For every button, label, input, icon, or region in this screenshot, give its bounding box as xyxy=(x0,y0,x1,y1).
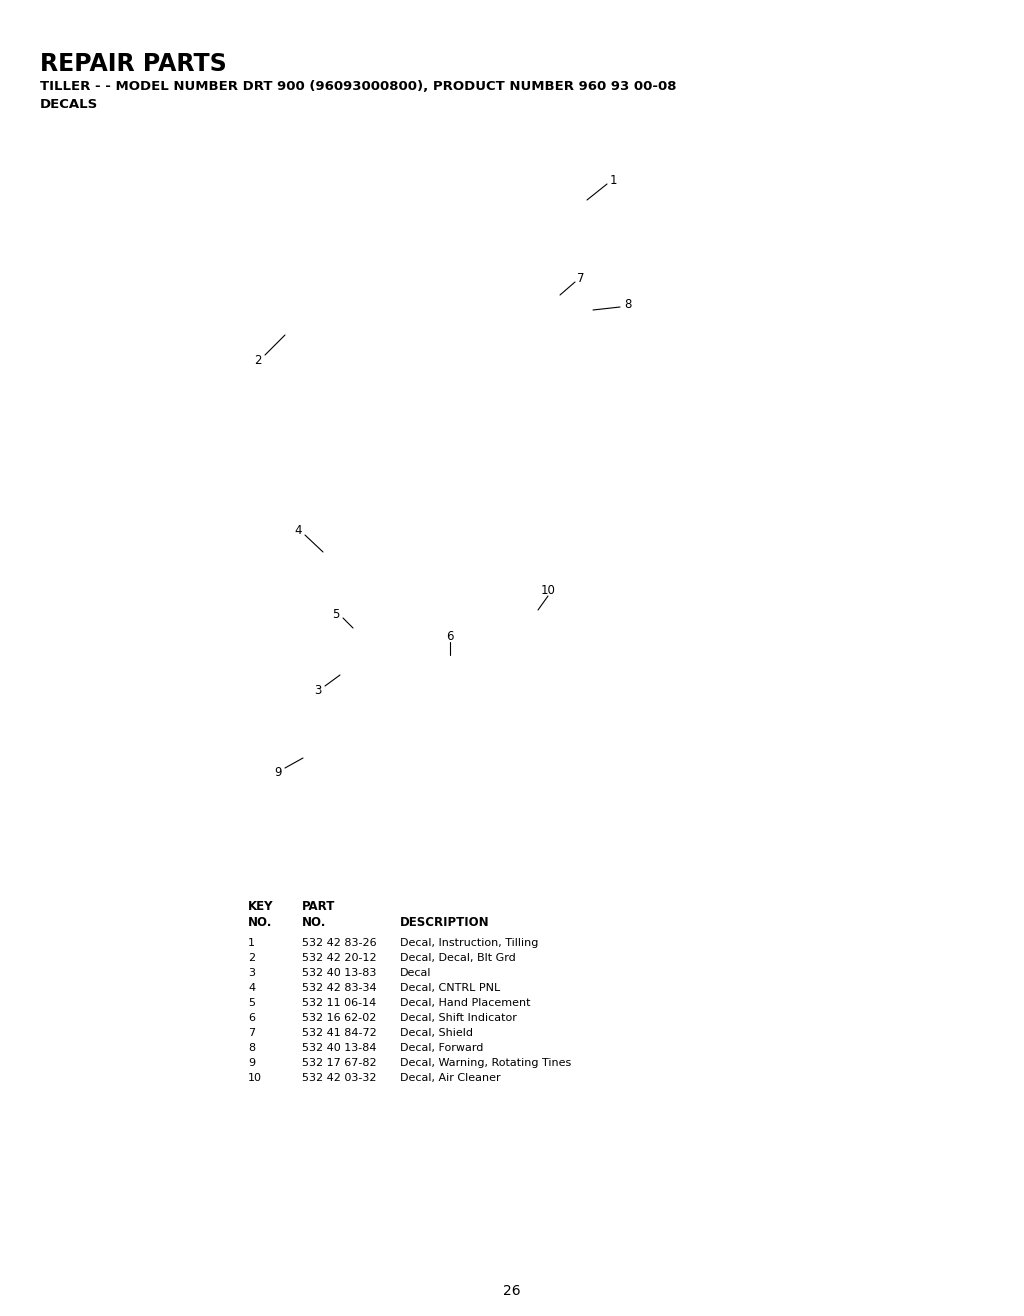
Text: Decal: Decal xyxy=(400,969,431,978)
Text: 6: 6 xyxy=(446,630,454,644)
Text: 5: 5 xyxy=(248,998,255,1008)
Text: Decal, Air Cleaner: Decal, Air Cleaner xyxy=(400,1073,501,1083)
Text: 532 42 20-12: 532 42 20-12 xyxy=(302,953,377,963)
Text: 9: 9 xyxy=(248,1058,255,1069)
Text: 7: 7 xyxy=(248,1028,255,1038)
Text: 532 42 83-34: 532 42 83-34 xyxy=(302,983,377,994)
Text: 4: 4 xyxy=(294,525,302,537)
Text: 7: 7 xyxy=(578,271,585,284)
Text: 532 40 13-84: 532 40 13-84 xyxy=(302,1044,377,1053)
Text: 532 16 62-02: 532 16 62-02 xyxy=(302,1013,377,1023)
Text: 9: 9 xyxy=(274,766,282,779)
Text: Decal, Warning, Rotating Tines: Decal, Warning, Rotating Tines xyxy=(400,1058,571,1069)
Text: Decal, Forward: Decal, Forward xyxy=(400,1044,483,1053)
Text: 532 41 84-72: 532 41 84-72 xyxy=(302,1028,377,1038)
Text: 532 42 03-32: 532 42 03-32 xyxy=(302,1073,377,1083)
Text: Decal, Shift Indicator: Decal, Shift Indicator xyxy=(400,1013,517,1023)
Text: Decal, Hand Placement: Decal, Hand Placement xyxy=(400,998,530,1008)
Text: 8: 8 xyxy=(625,299,632,312)
Text: 10: 10 xyxy=(248,1073,262,1083)
Text: 10: 10 xyxy=(541,583,555,596)
Text: REPAIR PARTS: REPAIR PARTS xyxy=(40,53,226,76)
Text: 6: 6 xyxy=(248,1013,255,1023)
Text: NO.: NO. xyxy=(248,916,272,929)
Text: 532 11 06-14: 532 11 06-14 xyxy=(302,998,376,1008)
Text: PART: PART xyxy=(302,900,336,913)
Text: DESCRIPTION: DESCRIPTION xyxy=(400,916,489,929)
Text: 532 42 83-26: 532 42 83-26 xyxy=(302,938,377,948)
Text: Decal, CNTRL PNL: Decal, CNTRL PNL xyxy=(400,983,501,994)
Text: Decal, Decal, Blt Grd: Decal, Decal, Blt Grd xyxy=(400,953,516,963)
Text: 26: 26 xyxy=(503,1284,521,1298)
Text: NO.: NO. xyxy=(302,916,327,929)
Text: 1: 1 xyxy=(248,938,255,948)
Text: 532 40 13-83: 532 40 13-83 xyxy=(302,969,377,978)
Text: 5: 5 xyxy=(333,608,340,621)
Text: DECALS: DECALS xyxy=(40,97,98,111)
Text: 2: 2 xyxy=(254,354,262,366)
Text: TILLER - - MODEL NUMBER DRT 900 (96093000800), PRODUCT NUMBER 960 93 00-08: TILLER - - MODEL NUMBER DRT 900 (9609300… xyxy=(40,80,677,93)
Text: 3: 3 xyxy=(314,683,322,696)
Text: 8: 8 xyxy=(248,1044,255,1053)
Text: 4: 4 xyxy=(248,983,255,994)
Text: 1: 1 xyxy=(609,174,616,187)
Text: KEY: KEY xyxy=(248,900,273,913)
Text: Decal, Instruction, Tilling: Decal, Instruction, Tilling xyxy=(400,938,539,948)
Text: Decal, Shield: Decal, Shield xyxy=(400,1028,473,1038)
Text: 2: 2 xyxy=(248,953,255,963)
Text: 532 17 67-82: 532 17 67-82 xyxy=(302,1058,377,1069)
Text: 3: 3 xyxy=(248,969,255,978)
